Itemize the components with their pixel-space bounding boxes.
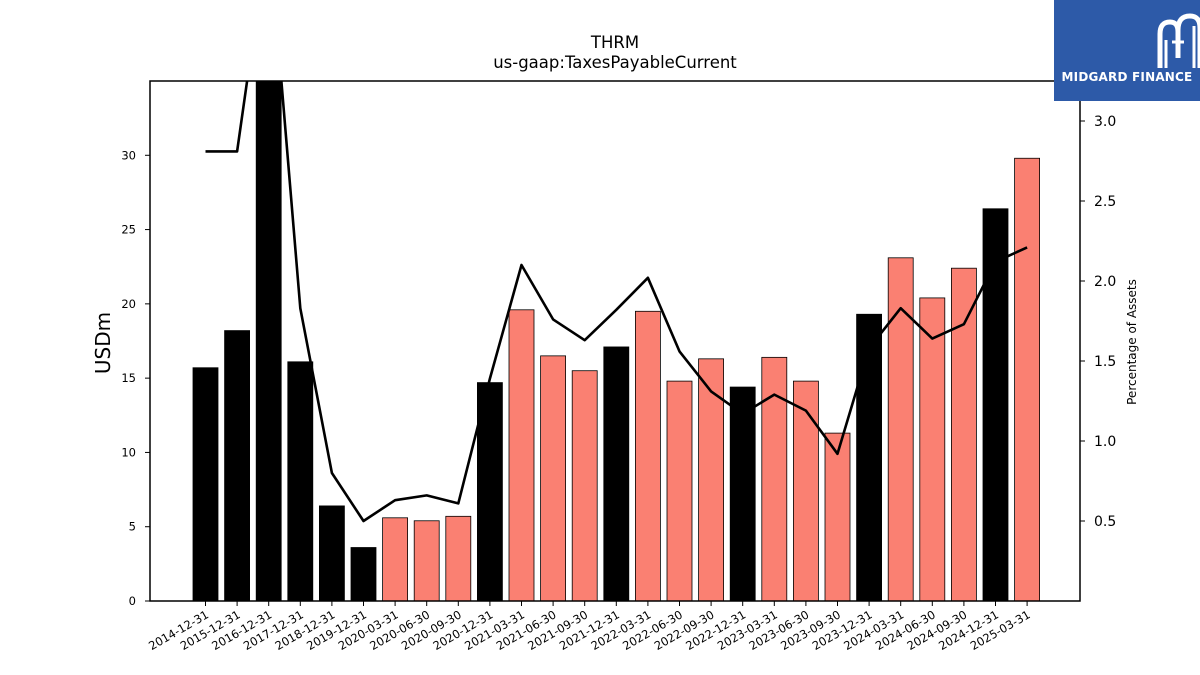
y-tick-label: 10 [121,445,136,459]
bar-2018-12-31 [318,505,345,601]
y-tick-label: 15 [121,371,136,385]
bar-2022-12-31 [729,386,756,601]
midgard-m-logo-icon [1157,13,1200,68]
y2-tick-label: 2.0 [1094,274,1116,290]
x-axis: 2014-12-312015-12-312016-12-312017-12-31… [146,601,1033,653]
y-tick-label: 20 [121,297,136,311]
percentage-line-series [205,81,1028,523]
bar-2020-03-31 [382,517,409,601]
y-tick-label: 5 [129,520,136,534]
y2-tick-label: 1.5 [1094,354,1116,370]
brand-logo: MIDGARD FINANCE [1054,0,1200,101]
bar-2021-09-30 [571,370,598,601]
plot-frame [149,80,1081,602]
chart-title: THRM [590,33,639,52]
bar-2020-12-31 [476,382,503,601]
y-axis-label: USDm [91,312,115,374]
bar-2015-12-31 [224,330,251,601]
bar-2014-12-31 [192,367,219,601]
bar-series [192,81,1040,601]
bar-2023-06-30 [793,380,819,601]
y-tick-label: 30 [121,148,136,162]
bar-2022-09-30 [698,358,724,601]
bar-2020-09-30 [445,515,472,601]
bar-2022-03-31 [635,310,661,601]
y2-tick-label: 3.0 [1094,114,1116,130]
y2-tick-label: 2.5 [1094,194,1116,210]
chart-subtitle: us-gaap:TaxesPayableCurrent [493,53,737,72]
right-y-axis: 0.5 1.0 1.5 2.0 2.5 3.0 [1080,114,1116,530]
y2-tick-label: 0.5 [1094,514,1116,530]
bar-2025-03-31 [1014,157,1040,601]
y2-axis-label: Percentage of Assets [1125,279,1139,405]
bar-2021-03-31 [508,309,535,601]
bar-2016-12-31 [255,81,282,601]
bar-2022-06-30 [666,380,693,601]
bar-2021-06-30 [540,355,566,601]
bar-2024-06-30 [919,297,946,601]
bar-2024-12-31 [982,208,1009,601]
left-y-axis: 0 5 10 15 20 25 30 [121,148,150,608]
bar-2023-09-30 [824,432,851,601]
bar-2023-12-31 [856,313,882,601]
percentage-line [205,81,1028,523]
y-tick-label: 0 [129,594,136,608]
y-tick-label: 25 [121,223,136,237]
y2-tick-label: 1.0 [1094,434,1116,450]
brand-name: MIDGARD FINANCE [1061,70,1193,84]
bar-2017-12-31 [287,361,314,601]
bar-2024-09-30 [951,267,977,601]
bar-2021-12-31 [603,346,630,601]
bar-2019-12-31 [350,547,377,601]
bar-2020-06-30 [413,520,440,601]
